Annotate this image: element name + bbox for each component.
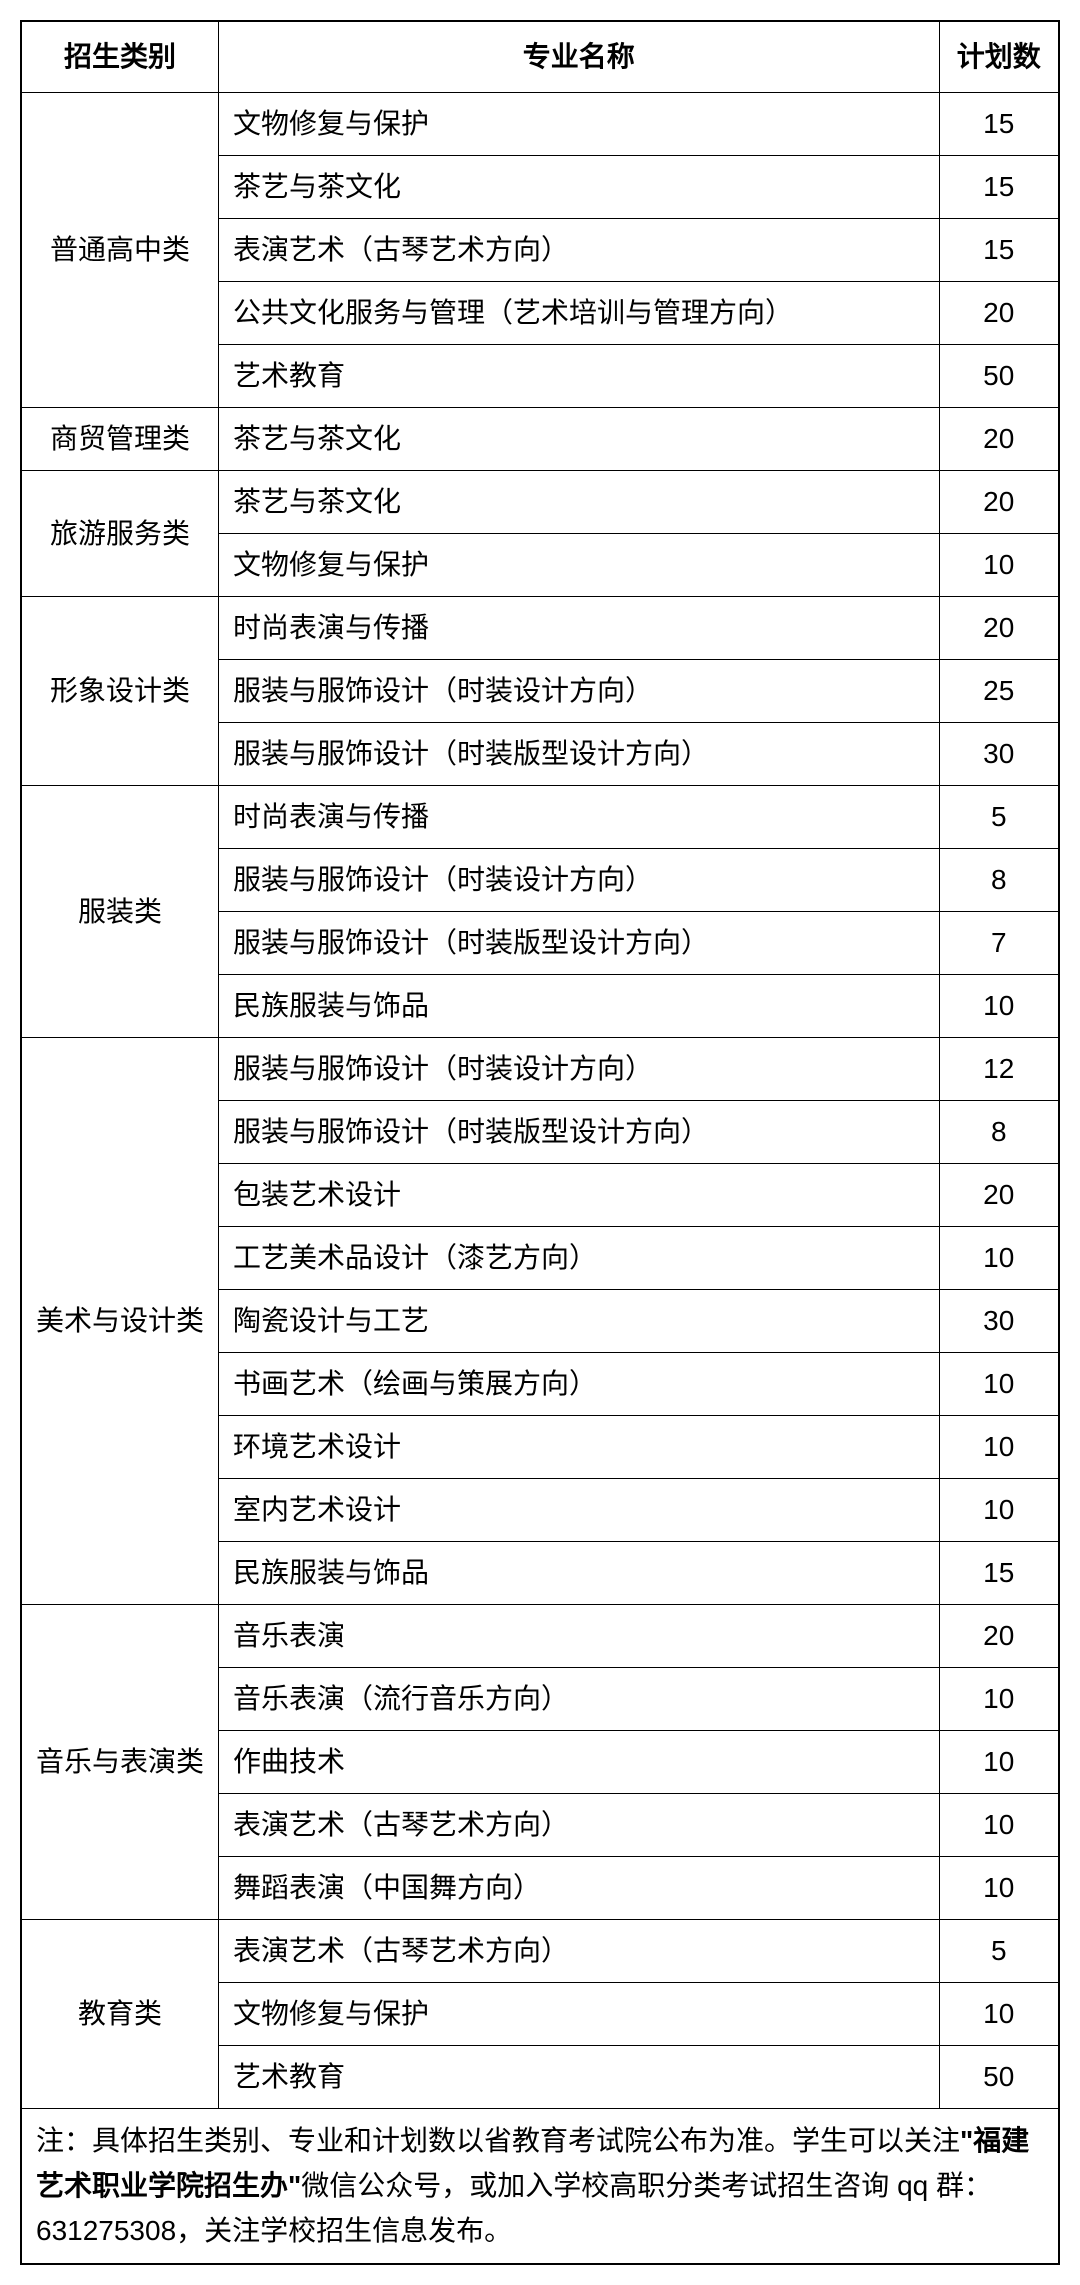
table-row: 美术与设计类服装与服饰设计（时装设计方向）12	[21, 1038, 1059, 1101]
major-cell: 包装艺术设计	[219, 1164, 939, 1227]
admissions-table: 招生类别 专业名称 计划数 普通高中类文物修复与保护15茶艺与茶文化15表演艺术…	[20, 20, 1060, 2265]
table-row: 形象设计类时尚表演与传播20	[21, 597, 1059, 660]
major-cell: 民族服装与饰品	[219, 1542, 939, 1605]
major-cell: 舞蹈表演（中国舞方向）	[219, 1857, 939, 1920]
major-cell: 服装与服饰设计（时装设计方向）	[219, 660, 939, 723]
count-cell: 7	[939, 912, 1059, 975]
count-cell: 10	[939, 1227, 1059, 1290]
category-cell: 商贸管理类	[21, 408, 219, 471]
count-cell: 10	[939, 1794, 1059, 1857]
count-cell: 15	[939, 219, 1059, 282]
table-body: 普通高中类文物修复与保护15茶艺与茶文化15表演艺术（古琴艺术方向）15公共文化…	[21, 93, 1059, 2109]
major-cell: 服装与服饰设计（时装版型设计方向）	[219, 912, 939, 975]
count-cell: 20	[939, 597, 1059, 660]
major-cell: 文物修复与保护	[219, 1983, 939, 2046]
table-row: 音乐与表演类音乐表演20	[21, 1605, 1059, 1668]
count-cell: 12	[939, 1038, 1059, 1101]
major-cell: 室内艺术设计	[219, 1479, 939, 1542]
count-cell: 50	[939, 2046, 1059, 2109]
major-cell: 服装与服饰设计（时装设计方向）	[219, 849, 939, 912]
major-cell: 茶艺与茶文化	[219, 408, 939, 471]
count-cell: 20	[939, 408, 1059, 471]
category-cell: 服装类	[21, 786, 219, 1038]
major-cell: 服装与服饰设计（时装版型设计方向）	[219, 1101, 939, 1164]
count-cell: 10	[939, 1857, 1059, 1920]
table-row: 普通高中类文物修复与保护15	[21, 93, 1059, 156]
count-cell: 10	[939, 1416, 1059, 1479]
major-cell: 书画艺术（绘画与策展方向）	[219, 1353, 939, 1416]
count-cell: 30	[939, 1290, 1059, 1353]
major-cell: 服装与服饰设计（时装设计方向）	[219, 1038, 939, 1101]
major-cell: 艺术教育	[219, 2046, 939, 2109]
count-cell: 10	[939, 1353, 1059, 1416]
category-cell: 旅游服务类	[21, 471, 219, 597]
table-note: 注：具体招生类别、专业和计划数以省教育考试院公布为准。学生可以关注"福建艺术职业…	[21, 2109, 1059, 2265]
header-category: 招生类别	[21, 21, 219, 93]
category-cell: 美术与设计类	[21, 1038, 219, 1605]
count-cell: 10	[939, 1668, 1059, 1731]
count-cell: 10	[939, 1983, 1059, 2046]
major-cell: 表演艺术（古琴艺术方向）	[219, 1794, 939, 1857]
major-cell: 表演艺术（古琴艺术方向）	[219, 219, 939, 282]
count-cell: 10	[939, 534, 1059, 597]
count-cell: 8	[939, 849, 1059, 912]
count-cell: 20	[939, 1605, 1059, 1668]
count-cell: 15	[939, 93, 1059, 156]
category-cell: 音乐与表演类	[21, 1605, 219, 1920]
major-cell: 公共文化服务与管理（艺术培训与管理方向）	[219, 282, 939, 345]
count-cell: 10	[939, 975, 1059, 1038]
count-cell: 15	[939, 1542, 1059, 1605]
count-cell: 5	[939, 1920, 1059, 1983]
major-cell: 茶艺与茶文化	[219, 156, 939, 219]
major-cell: 茶艺与茶文化	[219, 471, 939, 534]
count-cell: 50	[939, 345, 1059, 408]
table-row: 教育类表演艺术（古琴艺术方向）5	[21, 1920, 1059, 1983]
major-cell: 音乐表演（流行音乐方向）	[219, 1668, 939, 1731]
count-cell: 10	[939, 1731, 1059, 1794]
header-count: 计划数	[939, 21, 1059, 93]
major-cell: 音乐表演	[219, 1605, 939, 1668]
major-cell: 民族服装与饰品	[219, 975, 939, 1038]
major-cell: 时尚表演与传播	[219, 786, 939, 849]
count-cell: 10	[939, 1479, 1059, 1542]
major-cell: 文物修复与保护	[219, 93, 939, 156]
major-cell: 工艺美术品设计（漆艺方向）	[219, 1227, 939, 1290]
category-cell: 普通高中类	[21, 93, 219, 408]
note-prefix: 注：具体招生类别、专业和计划数以省教育考试院公布为准。学生可以关注	[36, 2125, 960, 2156]
count-cell: 20	[939, 471, 1059, 534]
count-cell: 30	[939, 723, 1059, 786]
table-row: 服装类时尚表演与传播5	[21, 786, 1059, 849]
count-cell: 15	[939, 156, 1059, 219]
major-cell: 表演艺术（古琴艺术方向）	[219, 1920, 939, 1983]
major-cell: 艺术教育	[219, 345, 939, 408]
major-cell: 文物修复与保护	[219, 534, 939, 597]
table-row: 旅游服务类茶艺与茶文化20	[21, 471, 1059, 534]
table-row: 商贸管理类茶艺与茶文化20	[21, 408, 1059, 471]
category-cell: 形象设计类	[21, 597, 219, 786]
count-cell: 8	[939, 1101, 1059, 1164]
header-major: 专业名称	[219, 21, 939, 93]
major-cell: 陶瓷设计与工艺	[219, 1290, 939, 1353]
count-cell: 20	[939, 282, 1059, 345]
major-cell: 环境艺术设计	[219, 1416, 939, 1479]
category-cell: 教育类	[21, 1920, 219, 2109]
count-cell: 5	[939, 786, 1059, 849]
count-cell: 25	[939, 660, 1059, 723]
count-cell: 20	[939, 1164, 1059, 1227]
major-cell: 作曲技术	[219, 1731, 939, 1794]
major-cell: 时尚表演与传播	[219, 597, 939, 660]
major-cell: 服装与服饰设计（时装版型设计方向）	[219, 723, 939, 786]
table-header: 招生类别 专业名称 计划数	[21, 21, 1059, 93]
